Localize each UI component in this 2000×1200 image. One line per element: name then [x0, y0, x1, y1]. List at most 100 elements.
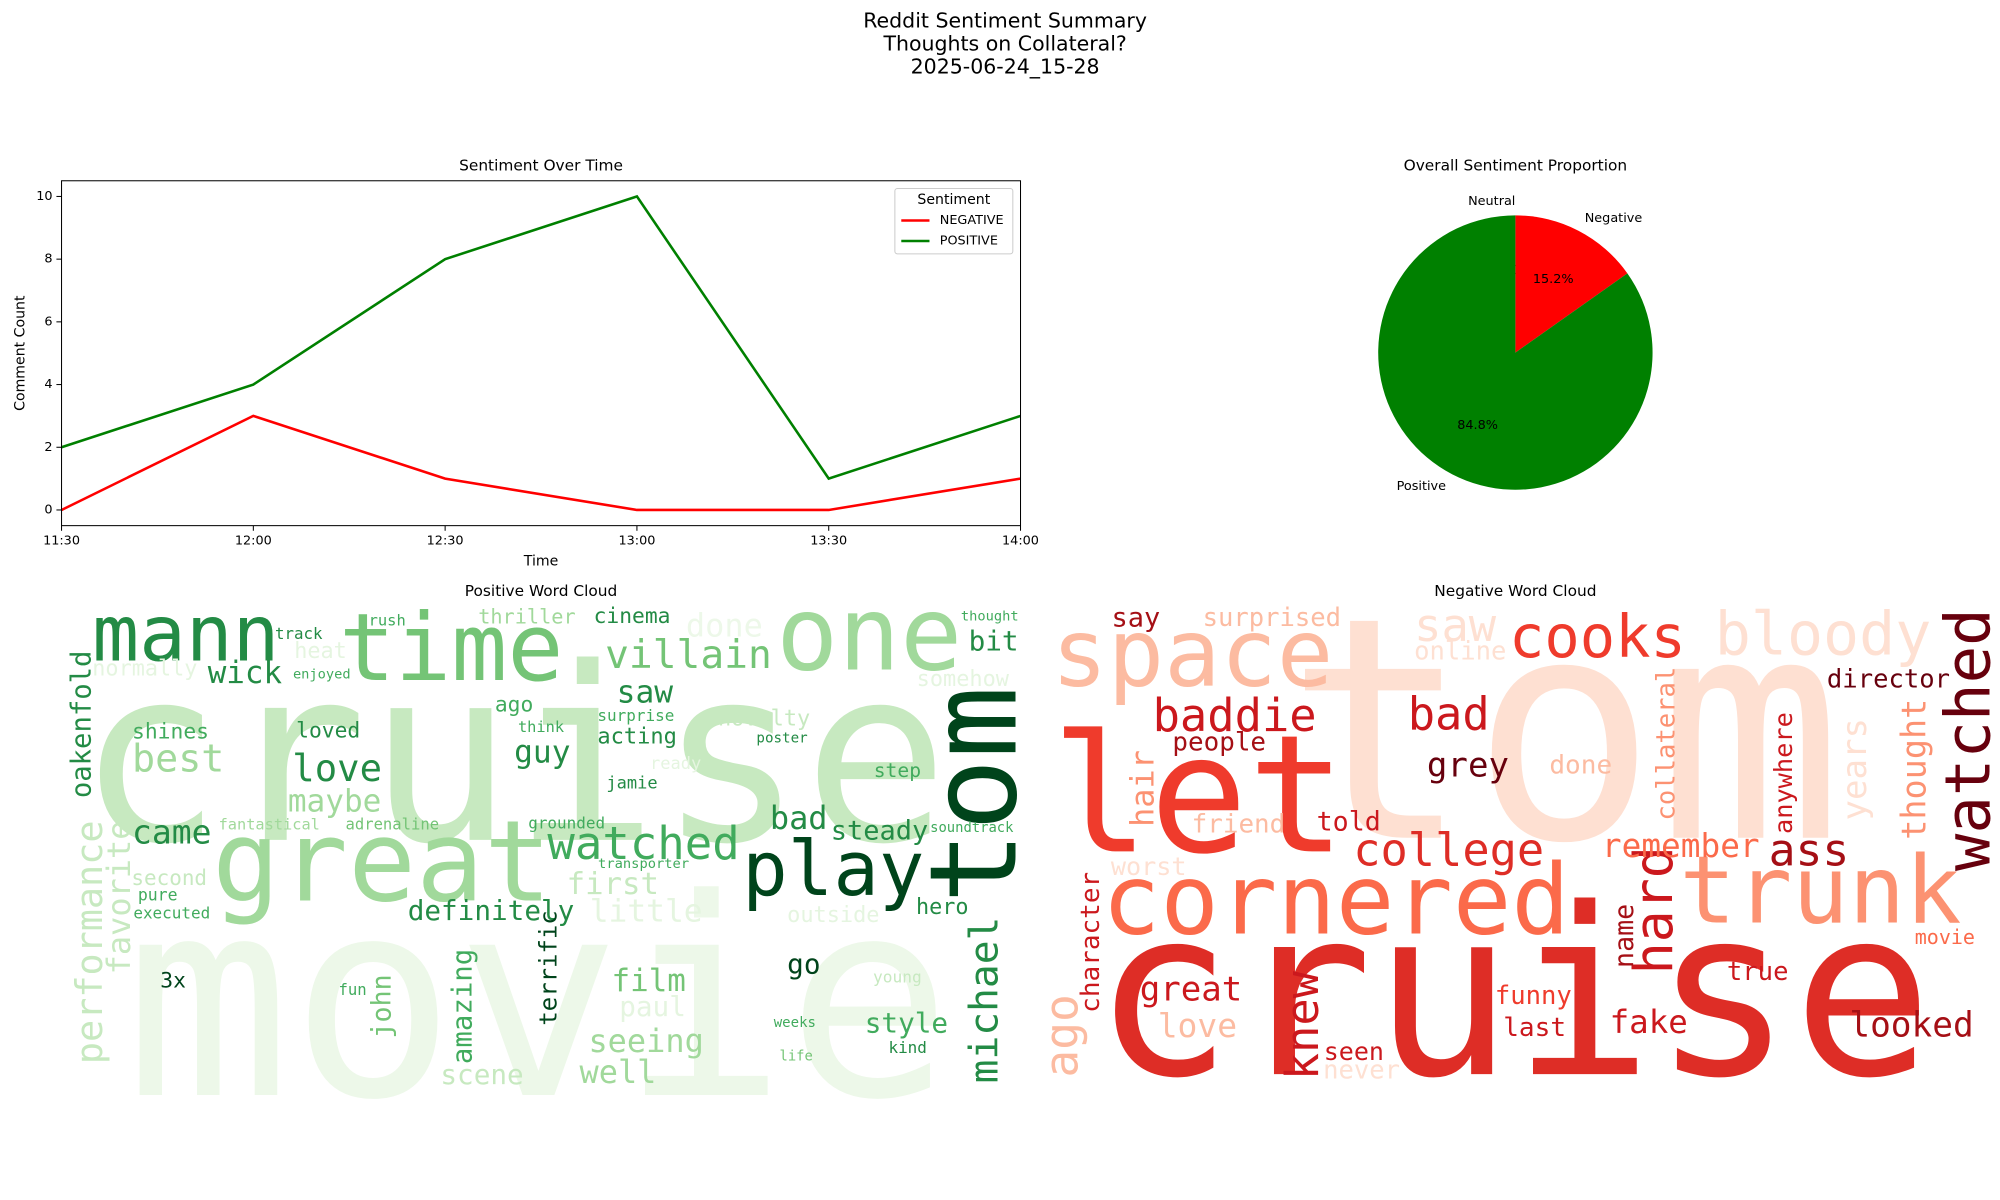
- word: last: [1503, 1013, 1566, 1043]
- word: space: [1051, 599, 1333, 708]
- word: baddie: [1153, 689, 1317, 742]
- legend-box: [894, 187, 1014, 255]
- word: play: [742, 825, 924, 913]
- word: true: [1727, 957, 1789, 987]
- word: ago: [1035, 994, 1089, 1077]
- legend-label: NEGATIVE: [940, 213, 1004, 228]
- word: somehow: [917, 667, 1010, 692]
- word: cornered: [1102, 844, 1570, 957]
- word: friend: [1192, 809, 1286, 839]
- word: guy: [514, 735, 570, 771]
- pie-slice: [1515, 215, 1628, 353]
- word: one: [776, 575, 962, 695]
- word: came: [132, 813, 211, 852]
- word: performance: [68, 821, 111, 1065]
- word: director: [1827, 664, 1950, 694]
- word: funny: [1495, 981, 1572, 1011]
- series-line: [61, 194, 1021, 481]
- word: 3x: [160, 968, 186, 993]
- word: kind: [888, 1038, 926, 1057]
- word: ago: [495, 693, 533, 718]
- word: novelty: [718, 707, 810, 732]
- word: soundtrack: [930, 820, 1014, 836]
- word: surprise: [597, 706, 674, 725]
- word: ass: [1769, 823, 1850, 876]
- word: little: [590, 894, 703, 930]
- series-line: [60, 414, 1021, 512]
- word: weeks: [774, 1015, 816, 1031]
- word: heat: [294, 639, 347, 664]
- word: saw: [617, 674, 674, 710]
- x-tick-label: 14:00: [1002, 534, 1039, 549]
- word: fun: [338, 980, 366, 999]
- word: ready: [650, 754, 701, 774]
- word: paul: [619, 990, 686, 1023]
- word: done: [686, 607, 763, 645]
- word: knew: [1276, 970, 1329, 1080]
- word: worst: [1111, 852, 1187, 881]
- word: great: [212, 796, 552, 928]
- word: track: [275, 624, 323, 643]
- word: grounded: [528, 814, 605, 833]
- word: watched: [1931, 608, 2000, 871]
- chart-title: Overall Sentiment Proportion: [1404, 156, 1628, 174]
- x-tick-label: 13:30: [810, 534, 847, 549]
- pie-value-label: 15.2%: [1533, 272, 1574, 287]
- chart-title: Negative Word Cloud: [1434, 582, 1596, 600]
- word: favorite: [100, 821, 138, 975]
- word: steady: [831, 815, 928, 846]
- y-axis-label: Comment Count: [13, 295, 29, 411]
- word: second: [131, 866, 207, 890]
- word: say: [1112, 602, 1161, 633]
- x-tick-label: 13:00: [618, 534, 655, 549]
- word: name: [1609, 904, 1640, 968]
- word: think: [518, 718, 565, 736]
- word: enjoyed: [293, 666, 351, 682]
- word: tom: [1285, 551, 1843, 911]
- word: go: [787, 948, 820, 981]
- word: best: [132, 736, 224, 781]
- pie-value-label: 84.8%: [1457, 418, 1498, 433]
- word: mann: [92, 590, 279, 680]
- word: surprised: [1203, 603, 1341, 633]
- x-tick-label: 12:00: [235, 534, 272, 549]
- figure-date: 2025-06-24_15-28: [911, 55, 1100, 80]
- word: fantastical: [219, 815, 320, 833]
- word: definitely: [408, 894, 575, 927]
- word: watched: [547, 817, 739, 870]
- figure-subtitle: Thoughts on Collateral?: [882, 32, 1126, 56]
- word: done: [1549, 750, 1612, 780]
- word: collateral: [1652, 667, 1682, 821]
- word: love: [292, 746, 382, 790]
- word: hard: [1623, 846, 1685, 974]
- word: pure: [138, 885, 178, 904]
- word: saw: [1414, 599, 1497, 652]
- word: great: [1140, 970, 1243, 1010]
- word: movie: [1915, 925, 1975, 949]
- word: told: [1317, 806, 1381, 837]
- word: wick: [208, 655, 283, 691]
- word: film: [612, 963, 686, 999]
- word: thriller: [478, 605, 575, 629]
- word: step: [874, 759, 921, 782]
- word: loved: [296, 718, 360, 743]
- word: style: [865, 1007, 948, 1040]
- word: john: [367, 974, 398, 1038]
- chart-title: Sentiment Over Time: [459, 156, 623, 174]
- plot-frame: [61, 180, 1022, 527]
- word: shines: [132, 720, 209, 745]
- word: young: [873, 967, 922, 986]
- word: years: [1835, 718, 1875, 821]
- x-axis-label: Time: [523, 554, 559, 570]
- word: villain: [605, 632, 772, 678]
- word: grey: [1427, 745, 1509, 785]
- word: bloody: [1715, 600, 1932, 670]
- word: cruise: [1093, 858, 1933, 1129]
- y-tick-label: 0: [44, 502, 52, 517]
- word: bit: [969, 625, 1019, 658]
- word: tom: [904, 686, 1044, 904]
- word: cinema: [594, 604, 671, 629]
- word: jamie: [606, 773, 657, 793]
- word: executed: [133, 903, 210, 922]
- word: normally: [92, 657, 197, 682]
